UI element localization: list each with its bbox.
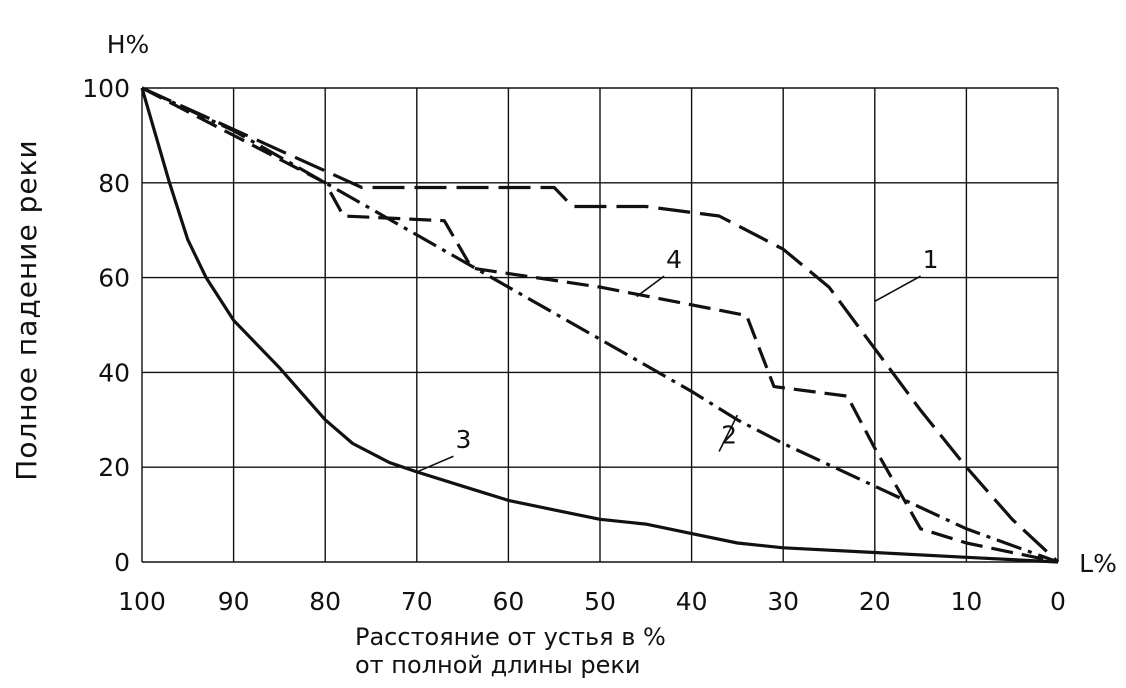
curve-3-leader: [416, 455, 454, 473]
curve-2-label: 2: [721, 421, 737, 450]
x-tick-label: 10: [950, 587, 982, 616]
curve-4-label: 4: [666, 245, 682, 274]
x-tick-label: 70: [401, 587, 433, 616]
curve-4: [141, 86, 1059, 564]
curve-3-label: 3: [455, 425, 471, 454]
curve-4-leader: [636, 275, 665, 298]
y-tick-label: 20: [98, 453, 130, 482]
y-tick-label: 80: [98, 169, 130, 198]
x-tick-label: 0: [1050, 587, 1066, 616]
curve-3: [140, 87, 1059, 564]
y-tick-label: 60: [98, 264, 130, 293]
x-tick-label: 30: [767, 587, 799, 616]
curve-2-leader: [718, 414, 739, 452]
x-tick-label: 50: [584, 587, 616, 616]
y-tick-label: 0: [114, 548, 130, 577]
curve-1-label: 1: [923, 245, 939, 274]
x-tick-label: 40: [676, 587, 708, 616]
x-axis-title-line-2: от полной длины реки: [355, 651, 641, 679]
x-tick-label: 60: [492, 587, 524, 616]
x-axis-title-line-1: Расстояние от устья в %: [355, 623, 666, 651]
x-tick-label: 20: [859, 587, 891, 616]
grid: [141, 87, 1059, 563]
y-tick-label: 40: [98, 358, 130, 387]
x-tick-label: 100: [118, 587, 166, 616]
y-unit-label: H%: [107, 30, 150, 59]
curve-1: [141, 86, 1060, 564]
y-axis-title: Полное падение реки: [10, 139, 43, 480]
x-tick-labels: 100 90 80 70 60 50 40 30 20 10 0: [118, 587, 1066, 616]
y-tick-labels: 0 20 40 60 80 100: [82, 74, 130, 577]
curve-labels: 1 2 3 4: [416, 245, 939, 473]
curve-1-leader: [874, 275, 921, 303]
x-unit-label: L%: [1079, 549, 1117, 578]
y-tick-label: 100: [82, 74, 130, 103]
curves: [140, 86, 1060, 564]
x-tick-label: 90: [218, 587, 250, 616]
x-tick-label: 80: [309, 587, 341, 616]
